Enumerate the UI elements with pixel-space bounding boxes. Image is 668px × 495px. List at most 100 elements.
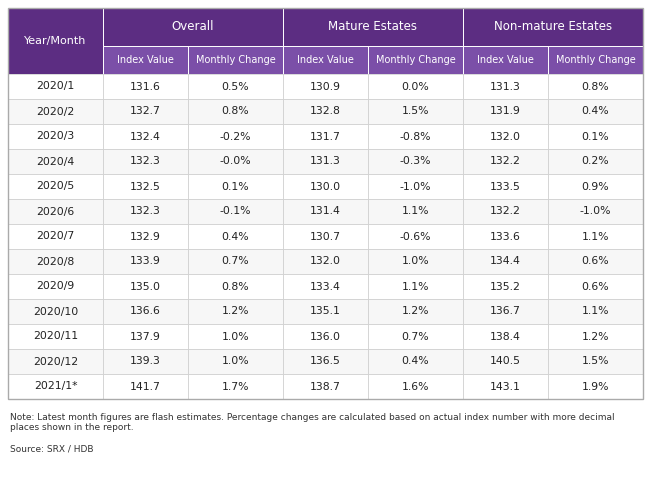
Text: 2020/7: 2020/7 <box>36 232 75 242</box>
Text: 131.6: 131.6 <box>130 82 161 92</box>
Bar <box>188 374 283 399</box>
Text: 0.4%: 0.4% <box>401 356 430 366</box>
Bar <box>188 74 283 99</box>
Text: Monthly Change: Monthly Change <box>196 55 275 65</box>
Bar <box>103 174 188 199</box>
Bar <box>8 174 103 199</box>
Text: 131.9: 131.9 <box>490 106 521 116</box>
Text: 0.5%: 0.5% <box>222 82 249 92</box>
Text: 1.2%: 1.2% <box>222 306 249 316</box>
Text: 133.5: 133.5 <box>490 182 521 192</box>
Text: 131.3: 131.3 <box>490 82 521 92</box>
Bar <box>548 374 643 399</box>
Text: 136.5: 136.5 <box>310 356 341 366</box>
Bar <box>8 199 103 224</box>
Text: Index Value: Index Value <box>297 55 354 65</box>
Text: 0.8%: 0.8% <box>222 282 249 292</box>
Bar <box>463 46 548 74</box>
Bar <box>103 124 188 149</box>
Bar <box>188 274 283 299</box>
Text: 135.1: 135.1 <box>310 306 341 316</box>
Text: Index Value: Index Value <box>117 55 174 65</box>
Text: Note: Latest month figures are flash estimates. Percentage changes are calculate: Note: Latest month figures are flash est… <box>10 413 615 433</box>
Bar <box>548 299 643 324</box>
Text: -0.6%: -0.6% <box>399 232 432 242</box>
Text: 131.3: 131.3 <box>310 156 341 166</box>
Text: 132.8: 132.8 <box>310 106 341 116</box>
Bar <box>283 324 368 349</box>
Bar <box>283 299 368 324</box>
Text: 136.6: 136.6 <box>130 306 161 316</box>
Text: Monthly Change: Monthly Change <box>375 55 456 65</box>
Text: 1.2%: 1.2% <box>582 332 609 342</box>
Text: 132.3: 132.3 <box>130 206 161 216</box>
Text: 2020/8: 2020/8 <box>36 256 75 266</box>
Bar <box>463 149 548 174</box>
Bar <box>463 124 548 149</box>
Bar <box>188 324 283 349</box>
Bar <box>283 249 368 274</box>
Text: -1.0%: -1.0% <box>580 206 611 216</box>
Text: -0.8%: -0.8% <box>399 132 432 142</box>
Bar <box>548 46 643 74</box>
Bar <box>283 124 368 149</box>
Text: 1.1%: 1.1% <box>582 306 609 316</box>
Bar <box>463 249 548 274</box>
Bar <box>548 349 643 374</box>
Bar <box>8 324 103 349</box>
Text: 1.2%: 1.2% <box>401 306 430 316</box>
Bar <box>548 274 643 299</box>
Text: -0.1%: -0.1% <box>220 206 251 216</box>
Bar <box>283 224 368 249</box>
Text: 139.3: 139.3 <box>130 356 161 366</box>
Text: 132.2: 132.2 <box>490 206 521 216</box>
Bar <box>8 8 643 399</box>
Bar <box>368 149 463 174</box>
Text: 2020/3: 2020/3 <box>36 132 75 142</box>
Bar <box>8 249 103 274</box>
Text: Overall: Overall <box>172 20 214 34</box>
Text: 132.0: 132.0 <box>490 132 521 142</box>
Bar <box>548 224 643 249</box>
Text: 130.7: 130.7 <box>310 232 341 242</box>
Text: 137.9: 137.9 <box>130 332 161 342</box>
Bar <box>463 374 548 399</box>
Bar <box>283 199 368 224</box>
Bar <box>103 349 188 374</box>
Bar <box>8 349 103 374</box>
Text: 135.2: 135.2 <box>490 282 521 292</box>
Bar <box>283 174 368 199</box>
Text: 1.1%: 1.1% <box>401 282 430 292</box>
Text: 140.5: 140.5 <box>490 356 521 366</box>
Bar <box>188 174 283 199</box>
Text: 130.0: 130.0 <box>310 182 341 192</box>
Bar <box>188 46 283 74</box>
Bar <box>463 8 643 46</box>
Bar <box>103 374 188 399</box>
Bar <box>463 99 548 124</box>
Text: 143.1: 143.1 <box>490 382 521 392</box>
Text: 0.8%: 0.8% <box>582 82 609 92</box>
Text: 1.5%: 1.5% <box>582 356 609 366</box>
Text: 0.9%: 0.9% <box>582 182 609 192</box>
Text: 2021/1*: 2021/1* <box>34 382 77 392</box>
Bar <box>8 299 103 324</box>
Bar <box>103 99 188 124</box>
Text: Non-mature Estates: Non-mature Estates <box>494 20 612 34</box>
Bar <box>463 349 548 374</box>
Bar <box>368 124 463 149</box>
Bar <box>368 224 463 249</box>
Text: 141.7: 141.7 <box>130 382 161 392</box>
Text: 2020/4: 2020/4 <box>36 156 75 166</box>
Bar <box>463 199 548 224</box>
Text: Index Value: Index Value <box>477 55 534 65</box>
Bar <box>188 124 283 149</box>
Bar <box>103 8 283 46</box>
Bar <box>103 224 188 249</box>
Text: 0.1%: 0.1% <box>582 132 609 142</box>
Bar <box>188 249 283 274</box>
Text: 0.7%: 0.7% <box>222 256 249 266</box>
Text: 1.6%: 1.6% <box>401 382 430 392</box>
Bar <box>463 274 548 299</box>
Bar <box>368 349 463 374</box>
